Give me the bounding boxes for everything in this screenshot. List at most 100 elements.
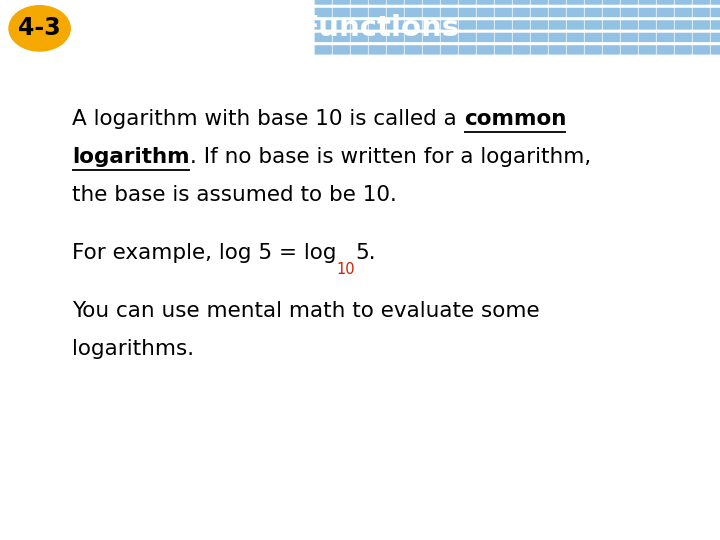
- FancyBboxPatch shape: [549, 45, 566, 55]
- FancyBboxPatch shape: [423, 8, 440, 17]
- FancyBboxPatch shape: [675, 0, 692, 5]
- FancyBboxPatch shape: [441, 20, 458, 30]
- FancyBboxPatch shape: [477, 0, 494, 5]
- FancyBboxPatch shape: [531, 8, 548, 17]
- FancyBboxPatch shape: [513, 20, 530, 30]
- FancyBboxPatch shape: [621, 8, 638, 17]
- FancyBboxPatch shape: [459, 45, 476, 55]
- FancyBboxPatch shape: [585, 8, 602, 17]
- FancyBboxPatch shape: [441, 45, 458, 55]
- FancyBboxPatch shape: [315, 33, 332, 42]
- FancyBboxPatch shape: [567, 8, 584, 17]
- FancyBboxPatch shape: [657, 45, 674, 55]
- FancyBboxPatch shape: [621, 45, 638, 55]
- FancyBboxPatch shape: [333, 8, 350, 17]
- Ellipse shape: [9, 6, 71, 51]
- FancyBboxPatch shape: [405, 20, 422, 30]
- FancyBboxPatch shape: [549, 0, 566, 5]
- FancyBboxPatch shape: [513, 45, 530, 55]
- FancyBboxPatch shape: [603, 45, 620, 55]
- FancyBboxPatch shape: [495, 0, 512, 5]
- Text: A logarithm with base 10 is called a: A logarithm with base 10 is called a: [72, 109, 464, 129]
- FancyBboxPatch shape: [603, 8, 620, 17]
- FancyBboxPatch shape: [585, 0, 602, 5]
- FancyBboxPatch shape: [477, 20, 494, 30]
- FancyBboxPatch shape: [495, 20, 512, 30]
- FancyBboxPatch shape: [351, 20, 368, 30]
- FancyBboxPatch shape: [351, 45, 368, 55]
- FancyBboxPatch shape: [549, 33, 566, 42]
- FancyBboxPatch shape: [495, 8, 512, 17]
- FancyBboxPatch shape: [387, 20, 404, 30]
- FancyBboxPatch shape: [405, 45, 422, 55]
- FancyBboxPatch shape: [315, 45, 332, 55]
- FancyBboxPatch shape: [333, 33, 350, 42]
- FancyBboxPatch shape: [495, 45, 512, 55]
- FancyBboxPatch shape: [711, 33, 720, 42]
- Text: logarithms.: logarithms.: [72, 339, 194, 359]
- FancyBboxPatch shape: [639, 0, 656, 5]
- FancyBboxPatch shape: [621, 33, 638, 42]
- FancyBboxPatch shape: [423, 20, 440, 30]
- FancyBboxPatch shape: [531, 0, 548, 5]
- FancyBboxPatch shape: [459, 0, 476, 5]
- FancyBboxPatch shape: [531, 45, 548, 55]
- Text: logarithm: logarithm: [72, 147, 189, 167]
- FancyBboxPatch shape: [405, 33, 422, 42]
- FancyBboxPatch shape: [369, 8, 386, 17]
- FancyBboxPatch shape: [639, 45, 656, 55]
- FancyBboxPatch shape: [567, 33, 584, 42]
- FancyBboxPatch shape: [423, 0, 440, 5]
- FancyBboxPatch shape: [693, 20, 710, 30]
- FancyBboxPatch shape: [675, 8, 692, 17]
- FancyBboxPatch shape: [549, 20, 566, 30]
- FancyBboxPatch shape: [387, 33, 404, 42]
- FancyBboxPatch shape: [513, 0, 530, 5]
- FancyBboxPatch shape: [441, 8, 458, 17]
- FancyBboxPatch shape: [621, 20, 638, 30]
- FancyBboxPatch shape: [675, 45, 692, 55]
- FancyBboxPatch shape: [639, 8, 656, 17]
- FancyBboxPatch shape: [495, 33, 512, 42]
- Text: 10: 10: [336, 262, 355, 276]
- FancyBboxPatch shape: [621, 0, 638, 5]
- FancyBboxPatch shape: [333, 20, 350, 30]
- FancyBboxPatch shape: [459, 8, 476, 17]
- FancyBboxPatch shape: [585, 33, 602, 42]
- FancyBboxPatch shape: [657, 0, 674, 5]
- FancyBboxPatch shape: [693, 45, 710, 55]
- FancyBboxPatch shape: [477, 45, 494, 55]
- FancyBboxPatch shape: [693, 33, 710, 42]
- FancyBboxPatch shape: [477, 33, 494, 42]
- FancyBboxPatch shape: [531, 33, 548, 42]
- FancyBboxPatch shape: [333, 45, 350, 55]
- Text: Copyright © by Holt Mc Dougal. All Rights Reserved.: Copyright © by Holt Mc Dougal. All Right…: [376, 516, 706, 529]
- FancyBboxPatch shape: [711, 8, 720, 17]
- FancyBboxPatch shape: [351, 8, 368, 17]
- FancyBboxPatch shape: [567, 20, 584, 30]
- FancyBboxPatch shape: [441, 0, 458, 5]
- FancyBboxPatch shape: [369, 20, 386, 30]
- FancyBboxPatch shape: [567, 0, 584, 5]
- FancyBboxPatch shape: [639, 20, 656, 30]
- FancyBboxPatch shape: [369, 45, 386, 55]
- FancyBboxPatch shape: [657, 8, 674, 17]
- FancyBboxPatch shape: [531, 20, 548, 30]
- FancyBboxPatch shape: [513, 33, 530, 42]
- FancyBboxPatch shape: [603, 33, 620, 42]
- FancyBboxPatch shape: [387, 8, 404, 17]
- FancyBboxPatch shape: [423, 45, 440, 55]
- FancyBboxPatch shape: [711, 0, 720, 5]
- FancyBboxPatch shape: [459, 20, 476, 30]
- FancyBboxPatch shape: [513, 8, 530, 17]
- Text: Holt McDougal Algebra 2: Holt McDougal Algebra 2: [14, 516, 170, 529]
- FancyBboxPatch shape: [405, 0, 422, 5]
- Text: 4-3: 4-3: [18, 16, 61, 40]
- FancyBboxPatch shape: [351, 33, 368, 42]
- FancyBboxPatch shape: [693, 0, 710, 5]
- Text: For example, log 5 = log: For example, log 5 = log: [72, 242, 336, 262]
- FancyBboxPatch shape: [387, 0, 404, 5]
- FancyBboxPatch shape: [387, 45, 404, 55]
- FancyBboxPatch shape: [603, 20, 620, 30]
- FancyBboxPatch shape: [315, 20, 332, 30]
